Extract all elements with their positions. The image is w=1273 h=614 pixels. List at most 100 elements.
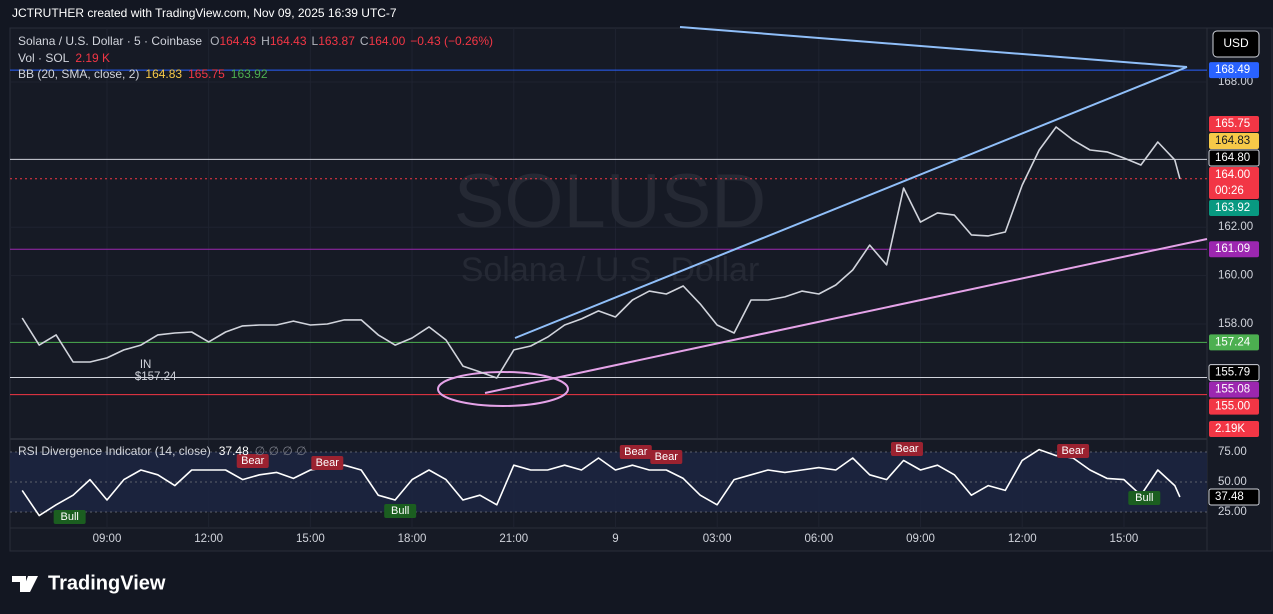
grid xyxy=(10,28,1207,528)
ohlc-value: 164.00 xyxy=(369,34,406,48)
price-label xyxy=(1209,116,1259,133)
y-tick-label: 158.00 xyxy=(1218,318,1253,330)
signal-label: Bear xyxy=(316,457,340,469)
rsi-last-label xyxy=(1208,488,1260,506)
trendline xyxy=(514,66,1188,339)
bb-value: 164.83 xyxy=(145,67,182,81)
price-label-text: 163.92 xyxy=(1215,202,1250,214)
price-label-text: 168.49 xyxy=(1215,64,1250,76)
y-tick-label: 50.00 xyxy=(1218,476,1247,488)
price-label xyxy=(1209,133,1259,150)
symbol: Solana / U.S. Dollar · 5 · Coinbase xyxy=(18,34,202,48)
y-tick-label: 75.00 xyxy=(1218,446,1247,458)
bb-value: 165.75 xyxy=(188,67,225,81)
x-tick-label: 15:00 xyxy=(296,533,325,545)
rsi-band xyxy=(10,452,1207,513)
ohlc-value: 164.43 xyxy=(270,34,307,48)
rsi-value: 37.48 xyxy=(219,444,249,458)
level-lines xyxy=(10,69,1207,396)
y-tick-label: 160.00 xyxy=(1218,270,1253,282)
signal-label: Bear xyxy=(895,443,919,455)
x-tick-label: 9 xyxy=(612,533,618,545)
price-label-text: 164.83 xyxy=(1215,135,1250,147)
price-label-text: 164.80 xyxy=(1215,152,1250,164)
x-tick-label: 09:00 xyxy=(906,533,935,545)
signal-box xyxy=(890,442,923,457)
x-tick-label: 18:00 xyxy=(398,533,427,545)
legend-volume: Vol · SOL 2.19 K xyxy=(18,51,110,65)
signal-label: Bear xyxy=(241,455,265,467)
bb-value: 163.92 xyxy=(231,67,268,81)
signal-box xyxy=(311,456,344,471)
price-label xyxy=(1208,364,1260,382)
ohlc-key: H xyxy=(261,34,270,48)
annotation-text: IN xyxy=(140,359,152,371)
series-line xyxy=(21,126,1181,379)
price-label xyxy=(1209,200,1259,217)
signal-box xyxy=(236,454,269,469)
signal-label: Bull xyxy=(391,505,409,517)
ohlc-value: 164.43 xyxy=(219,34,256,48)
price-label xyxy=(1209,334,1259,351)
price-label-text: 157.24 xyxy=(1215,336,1251,348)
price-label-text: 161.09 xyxy=(1215,243,1250,255)
signal-label: Bear xyxy=(1061,445,1085,457)
price-label xyxy=(1209,62,1259,79)
signal-box xyxy=(53,510,86,525)
signal-box xyxy=(1128,490,1161,505)
highlight-ellipse xyxy=(437,371,569,407)
price-label-text: 164.00 xyxy=(1215,169,1250,181)
currency[interactable]: USD xyxy=(1223,36,1249,50)
annotation-text: $157.24 xyxy=(135,371,177,383)
rsi-last-text: 37.48 xyxy=(1215,491,1244,503)
legend-bb: BB (20, SMA, close, 2) 164.83 165.75 163.92 xyxy=(18,67,268,81)
y-tick-label: 25.00 xyxy=(1218,506,1247,518)
x-tick-label: 09:00 xyxy=(93,533,122,545)
currency-button[interactable] xyxy=(1212,30,1260,58)
x-tick-label: 12:00 xyxy=(194,533,223,545)
price-label xyxy=(1209,398,1259,415)
signal-box xyxy=(1057,444,1090,459)
series-line xyxy=(21,448,1181,517)
logo-mark xyxy=(12,576,38,592)
signal-box xyxy=(650,450,683,465)
price-axis: 168.00 162.00 160.00 158.00 75.00 50.00 25.00 1… xyxy=(1208,62,1260,518)
signal-label: Bull xyxy=(60,511,78,523)
price-label xyxy=(1209,167,1259,200)
y-tick-label: 162.00 xyxy=(1218,221,1253,233)
volume-value: 2.19 K xyxy=(75,51,110,65)
trendline xyxy=(484,238,1208,394)
signal-box xyxy=(384,504,417,519)
signal-label: Bear xyxy=(655,451,679,463)
x-tick-label: 15:00 xyxy=(1110,533,1139,545)
x-tick-label: 12:00 xyxy=(1008,533,1037,545)
price-label xyxy=(1209,381,1259,398)
legend-rsi: RSI Divergence Indicator (14, close) 37.4… xyxy=(18,444,307,458)
rsi-label: RSI Divergence Indicator (14, close) xyxy=(18,444,211,458)
ohlc-key: C xyxy=(360,34,369,48)
ohlc-key: O xyxy=(210,34,219,48)
header: JCTRUTHER created with TradingView.com, … xyxy=(12,6,397,20)
price-label xyxy=(1209,241,1259,258)
volume-label xyxy=(1209,421,1259,437)
bb-label: BB (20, SMA, close, 2) xyxy=(18,67,139,81)
signal-label: Bull xyxy=(1135,492,1153,504)
footer-logo: TradingView xyxy=(48,572,166,594)
signal-label: Bear xyxy=(624,446,648,458)
legend-symbol: Solana / U.S. Dollar · 5 · Coinbase O164.… xyxy=(18,34,493,48)
x-tick-label: 03:00 xyxy=(703,533,732,545)
ohlc-key: L xyxy=(312,34,319,48)
volume-label: Vol · SOL xyxy=(18,51,70,65)
price-label xyxy=(1208,149,1260,167)
y-tick-label: 168.00 xyxy=(1218,76,1253,88)
change: −0.43 (−0.26%) xyxy=(410,34,493,48)
price-label-text: 155.08 xyxy=(1215,384,1250,396)
price-label-text: 155.79 xyxy=(1215,367,1250,379)
trendline xyxy=(679,26,1188,68)
x-tick-label: 21:00 xyxy=(499,533,528,545)
volume-label-text: 2.19K xyxy=(1215,423,1245,435)
watermark: SOLUSD xyxy=(454,159,767,244)
countdown: 00:26 xyxy=(1215,185,1244,197)
